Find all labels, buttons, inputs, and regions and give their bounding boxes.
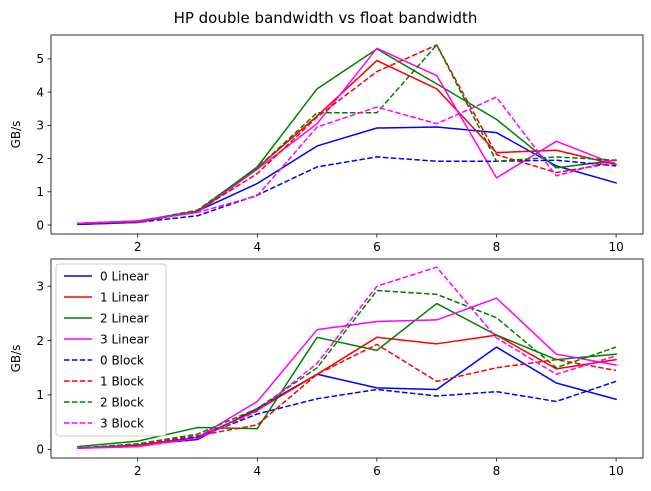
x-tick-label: 4 — [253, 240, 261, 254]
y-tick-label: 1 — [36, 388, 44, 402]
figure-title: HP double bandwidth vs float bandwidth — [174, 9, 478, 27]
series-line-2-block — [77, 289, 617, 449]
y-tick-label: 5 — [36, 52, 44, 66]
top-panel: 2 4 6 8 10 0 1 2 3 4 5 GB/s — [9, 34, 644, 254]
series-line-2-block — [77, 44, 617, 225]
series-line-1-block — [77, 343, 617, 449]
y-tick-label: 0 — [36, 218, 44, 232]
x-tick-label: 6 — [373, 240, 381, 254]
y-tick-label: 3 — [36, 119, 44, 133]
x-tick-label: 4 — [253, 464, 261, 478]
x-tick-label: 10 — [608, 240, 623, 254]
series-line-3-block — [77, 96, 617, 225]
legend-label: 2 Block — [100, 395, 144, 409]
x-tick-label: 2 — [134, 464, 142, 478]
legend-label: 0 Block — [100, 353, 144, 367]
plot-area — [77, 44, 618, 226]
y-tick-label: 1 — [36, 185, 44, 199]
y-tick-label: 0 — [36, 443, 44, 457]
y-tick-label: 2 — [36, 334, 44, 348]
x-tick-label: 8 — [493, 464, 501, 478]
y-tick-label: 4 — [36, 85, 44, 99]
series-line-2-linear — [77, 302, 617, 448]
series-line-3-block — [77, 266, 617, 449]
legend-label: 1 Block — [100, 374, 144, 388]
legend: 0 Linear 1 Linear 2 Linear 3 Linear 0 Block 1… — [55, 263, 167, 437]
legend-label: 3 Linear — [100, 332, 149, 346]
y-tick-label: 3 — [36, 279, 44, 293]
plot-area — [77, 266, 618, 449]
legend-label: 1 Linear — [100, 290, 149, 304]
legend-label: 0 Linear — [100, 269, 149, 283]
axes-frame — [50, 258, 644, 459]
x-tick-label: 8 — [493, 240, 501, 254]
y-axis-label: GB/s — [9, 121, 23, 149]
legend-label: 2 Linear — [100, 311, 149, 325]
y-tick-label: 2 — [36, 152, 44, 166]
bottom-panel: 2 4 6 8 10 0 1 2 3 GB/s 0 Linear 1 Linear 2 Linear 3 … — [9, 258, 644, 478]
axes-frame — [50, 34, 644, 235]
x-tick-label: 10 — [608, 464, 623, 478]
y-axis-label: GB/s — [9, 345, 23, 373]
legend-label: 3 Block — [100, 416, 144, 430]
x-tick-label: 2 — [134, 240, 142, 254]
x-tick-label: 6 — [373, 464, 381, 478]
series-line-0-block — [77, 156, 617, 226]
